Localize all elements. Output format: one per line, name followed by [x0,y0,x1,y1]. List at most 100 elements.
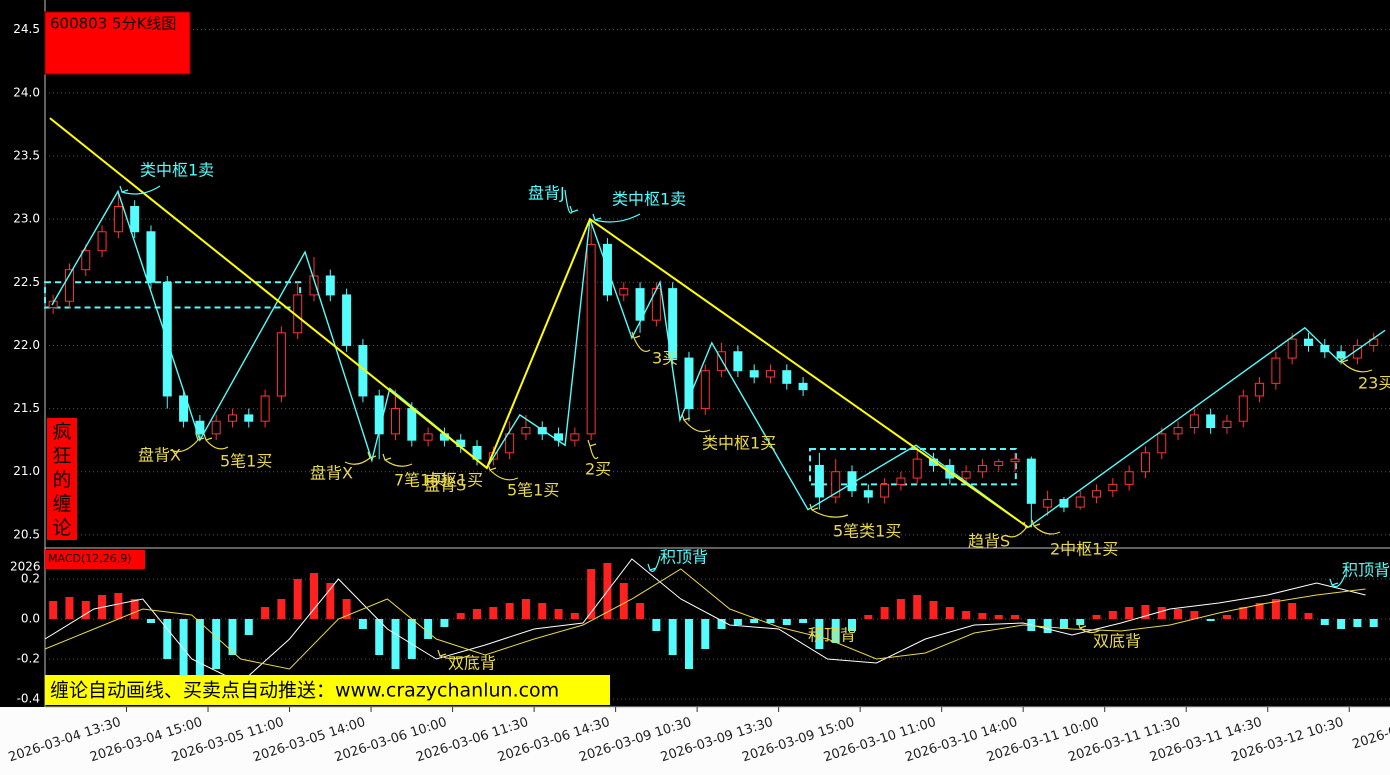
chart-title: 600803 5分K线图 [50,15,176,33]
y-tick-label: 23.0 [13,212,40,226]
macd-bar [521,599,530,619]
macd-bar [1108,611,1117,619]
annotation: 趋背S [968,532,1010,551]
macd-bar [65,597,74,619]
annotation-arrow [119,185,161,195]
candle-body [733,351,743,372]
annotation-arrow [169,433,205,453]
macd-bar [130,599,139,619]
macd-bar [179,619,188,675]
annotation: 5笔1买 [507,481,559,500]
candle-body [211,420,221,435]
macd-bar [717,619,726,629]
candle-body [1059,499,1069,508]
candle-body [505,433,515,454]
macd-bar [1174,609,1183,619]
macd-bar [195,619,204,679]
macd-top-label: 2026 [10,560,41,574]
macd-bar [554,609,563,619]
macd-bar [848,619,856,631]
annotation: 盘背X [138,446,181,465]
macd-bar [913,595,922,619]
candle-body [831,471,841,498]
macd-bar [1076,619,1085,625]
macd-bar [978,613,987,619]
candle-body [1140,452,1150,473]
candle-body [1271,357,1281,384]
macd-bar [1271,599,1280,619]
annotation-arrow [647,555,661,572]
candle-body [1092,490,1102,498]
macd-bar [1043,619,1052,633]
annotation-arrow [631,331,651,353]
annotation: 类中枢1卖 [612,190,686,209]
candle-body [1075,496,1085,508]
macd-bar [929,601,938,619]
candle-body [48,300,58,309]
annotation: 类中枢1买 [702,434,776,453]
macd-bar [326,583,335,619]
candle-body [749,370,759,378]
candle-body [1287,338,1297,359]
overlays: 600803 5分K线图 疯狂的缠论 MACD(12,26,9) 2026 缠论… [10,11,610,705]
candle-body [912,458,922,479]
macd-bar [1288,603,1297,619]
candle-body [814,464,824,498]
candle-body [684,357,694,410]
macd-bar [424,619,433,639]
macd-bar [440,619,449,627]
candle-body [994,461,1004,466]
macd-bar [587,569,596,619]
annotation: 7笔1买 [394,471,446,490]
candle-body [765,370,775,378]
candle-body [586,243,596,435]
candle-body [929,458,939,466]
macd-bar [1206,619,1215,621]
macd-title: MACD(12,26,9) [48,552,132,565]
y-tick-label: 24.5 [13,22,40,36]
candle-body [668,288,678,359]
y-tick-label: 21.0 [13,464,40,478]
candle-body [1043,499,1053,508]
annotation-arrow [1004,521,1033,538]
candle-body [782,370,792,384]
macd-bar [244,619,253,635]
macd-bar [896,599,905,619]
dif-line [44,558,1366,684]
macd-bar [799,619,808,623]
macd-bar [81,601,90,619]
annotation-arrow [587,439,599,460]
annotation: 2中枢1买 [1050,540,1118,559]
candle-body [325,275,335,296]
candle-body [1124,471,1134,485]
annotation: 盘背X [310,464,353,483]
macd-bar [1125,607,1134,619]
macd-bar [994,615,1003,619]
candle-body [244,414,254,422]
candle-body [521,427,531,435]
annotation: 类中枢1卖 [140,161,214,180]
y-tick-label: 22.5 [13,275,40,289]
candle-body [146,231,156,283]
annotation-arrow [592,213,641,223]
candle-body [227,414,237,422]
candle-body [1369,338,1379,346]
macd-bar [831,619,840,643]
annotation: 3买 [652,349,678,368]
annotation-arrow [1339,355,1373,373]
annotation: 中枢1买 [425,471,483,490]
macd-bar [1337,619,1346,629]
candle-body [1206,414,1216,429]
macd-bar [1141,605,1150,619]
macd-bar [1239,607,1248,619]
macd-bar [1304,613,1313,619]
candle-body [1157,433,1167,454]
candle-body [1336,351,1346,359]
candle-body [1255,382,1265,397]
candle-body [130,206,140,233]
y-tick-label: 21.5 [13,401,40,415]
candle-body [635,288,645,321]
y-tick-label: 24.0 [13,85,40,99]
